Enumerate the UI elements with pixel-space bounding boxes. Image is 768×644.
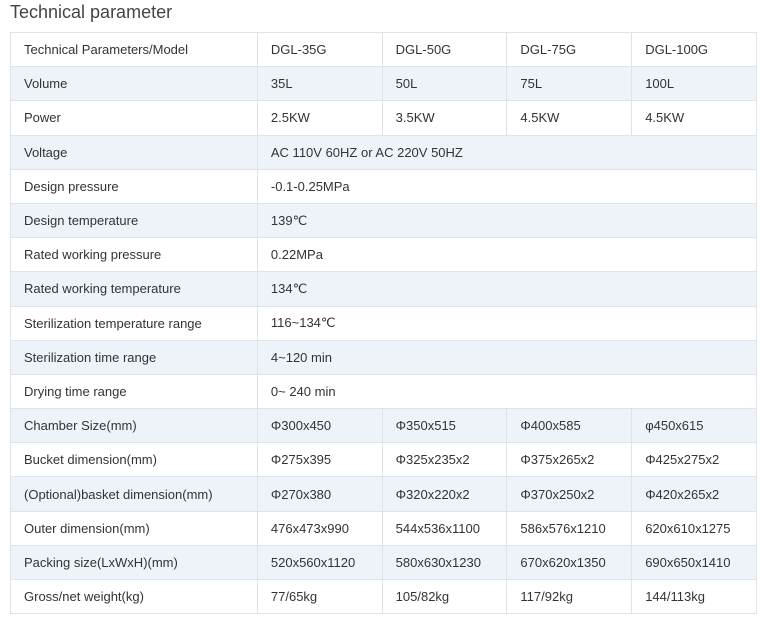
cell-value: Φ300x450 (256, 408, 383, 444)
cell-value: Φ320x220x2 (381, 476, 508, 512)
table-row: Drying time range 0~ 240 min (10, 373, 758, 410)
cell-value: 117/92kg (506, 578, 633, 615)
cell-value: 2.5KW (256, 100, 383, 136)
cell-value: 77/65kg (256, 578, 383, 615)
cell-value: AC 110V 60HZ or AC 220V 50HZ (256, 134, 758, 170)
cell-value: 580x630x1230 (381, 544, 508, 581)
row-label: (Optional)basket dimension(mm) (10, 476, 258, 512)
cell-value: DGL-75G (506, 31, 633, 68)
table-row: Design temperature 139℃ (10, 202, 758, 239)
cell-value: DGL-35G (256, 31, 383, 68)
table-row: Technical Parameters/Model DGL-35G DGL-50G… (10, 31, 757, 68)
section-title: Technical parameter (10, 2, 173, 22)
cell-value: 0~ 240 min (256, 373, 758, 410)
cell-value: 35L (256, 66, 383, 102)
cell-value: Φ275x395 (256, 442, 383, 478)
cell-value: 116~134℃ (256, 305, 758, 341)
row-label: Drying time range (10, 373, 258, 410)
row-label: Packing size(LxWxH)(mm) (10, 544, 258, 581)
cell-value: 620x610x1275 (631, 510, 757, 546)
cell-value: 690x650x1410 (631, 544, 757, 581)
row-label: Sterilization temperature range (10, 305, 258, 341)
cell-value: 520x560x1120 (256, 544, 383, 581)
cell-value: DGL-50G (381, 31, 508, 68)
cell-value: Φ270x380 (256, 476, 383, 512)
cell-value: 4~120 min (256, 339, 758, 375)
cell-value: Φ425x275x2 (631, 442, 757, 478)
table-row: Rated working temperature 134℃ (10, 271, 758, 307)
table-row: Chamber Size(mm) Φ300x450 Φ350x515 Φ400x585… (10, 408, 757, 444)
cell-value: 139℃ (256, 202, 758, 239)
row-label: Rated working temperature (10, 271, 258, 307)
cell-value: 670x620x1350 (506, 544, 633, 581)
cell-value: Φ370x250x2 (506, 476, 633, 512)
table-row: (Optional)basket dimension(mm) Φ270x380 Φ3… (10, 476, 757, 512)
cell-value: φ450x615 (631, 408, 757, 444)
cell-value: Φ350x515 (381, 408, 508, 444)
row-label: Design temperature (10, 202, 258, 239)
cell-value: 0.22MPa (256, 237, 758, 273)
cell-value: 50L (381, 66, 508, 102)
table-row: Packing size(LxWxH)(mm) 520x560x1120 580x6… (10, 544, 757, 581)
row-label: Chamber Size(mm) (10, 408, 258, 444)
cell-value: DGL-100G (631, 31, 757, 68)
cell-value: 4.5KW (631, 100, 757, 136)
cell-value: -0.1-0.25MPa (256, 168, 758, 204)
row-label: Bucket dimension(mm) (10, 442, 258, 478)
row-label: Design pressure (10, 168, 258, 204)
row-label: Technical Parameters/Model (10, 31, 258, 68)
row-label: Power (10, 100, 258, 136)
table-row: Bucket dimension(mm) Φ275x395 Φ325x235x2 Φ3… (10, 442, 757, 478)
row-label: Voltage (10, 134, 258, 170)
cell-value: 586x576x1210 (506, 510, 633, 546)
cell-value: 75L (506, 66, 633, 102)
cell-value: 144/113kg (631, 578, 757, 615)
row-label: Volume (10, 66, 258, 102)
table-row: Design pressure -0.1-0.25MPa (10, 168, 758, 204)
table-row: Volume 35L 50L 75L 100L (10, 66, 757, 102)
row-label: Outer dimension(mm) (10, 510, 258, 546)
table-row: Gross/net weight(kg) 77/65kg 105/82kg 117/9… (10, 578, 757, 615)
cell-value: 134℃ (256, 271, 758, 307)
table-row: Voltage AC 110V 60HZ or AC 220V 50HZ (10, 134, 758, 170)
row-label: Sterilization time range (10, 339, 258, 375)
row-label: Gross/net weight(kg) (10, 578, 258, 615)
cell-value: Φ400x585 (506, 408, 633, 444)
cell-value: 100L (631, 66, 757, 102)
table-row: Sterilization temperature range 116~134℃ (10, 305, 758, 341)
table-row: Power 2.5KW 3.5KW 4.5KW 4.5KW (10, 100, 757, 136)
cell-value: 476x473x990 (256, 510, 383, 546)
cell-value: Φ325x235x2 (381, 442, 508, 478)
cell-value: Φ375x265x2 (506, 442, 633, 478)
cell-value: 3.5KW (381, 100, 508, 136)
cell-value: 105/82kg (381, 578, 508, 615)
table-row: Rated working pressure 0.22MPa (10, 237, 758, 273)
table-row: Sterilization time range 4~120 min (10, 339, 758, 375)
parameter-table: Technical Parameters/Model DGL-35G DGL-50G… (10, 31, 758, 615)
table-row: Outer dimension(mm) 476x473x990 544x536x11… (10, 510, 757, 546)
cell-value: 4.5KW (506, 100, 633, 136)
cell-value: 544x536x1100 (381, 510, 508, 546)
row-label: Rated working pressure (10, 237, 258, 273)
cell-value: Φ420x265x2 (631, 476, 757, 512)
